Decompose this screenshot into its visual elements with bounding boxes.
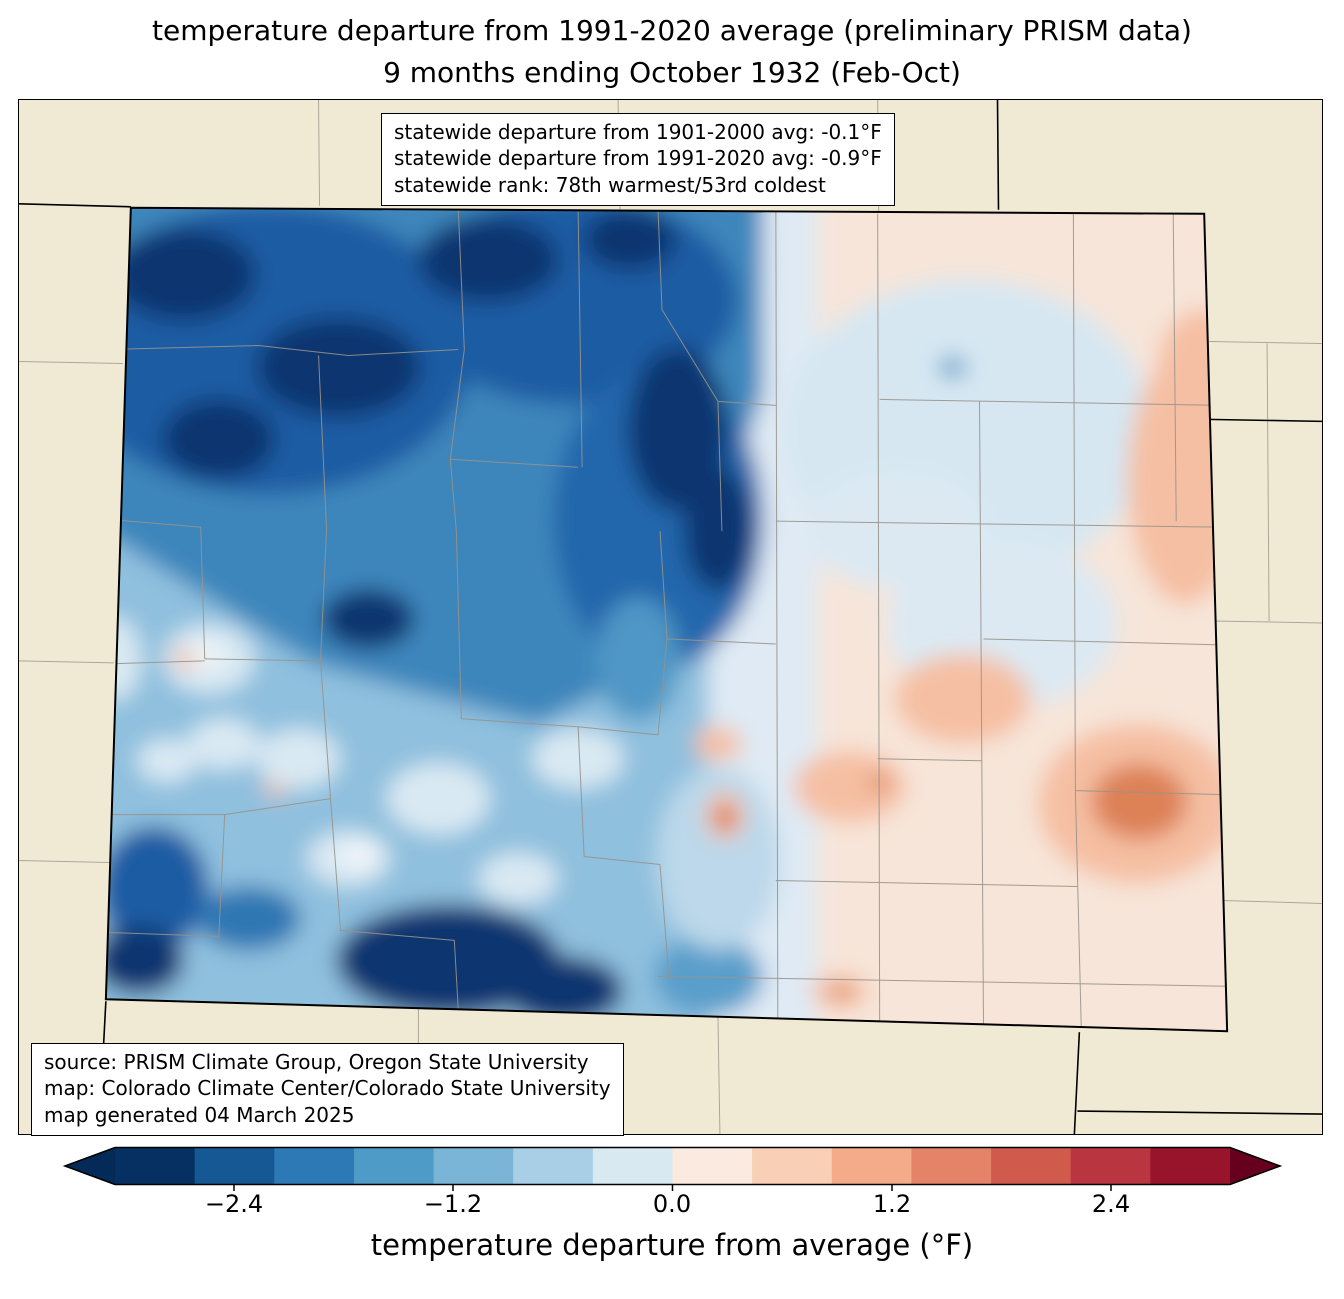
colorbar — [62, 1146, 1283, 1191]
colorado-map-svg — [19, 100, 1322, 1134]
stats-line-2: statewide departure from 1991-2020 avg: … — [394, 146, 882, 171]
colorbar-tick-label: −1.2 — [423, 1190, 483, 1218]
stats-box: statewide departure from 1901-2000 avg: … — [381, 113, 895, 207]
source-line-1: source: PRISM Climate Group, Oregon Stat… — [44, 1050, 589, 1074]
source-line-2: map: Colorado Climate Center/Colorado St… — [44, 1076, 611, 1101]
colorbar-left-arrow — [65, 1147, 115, 1185]
map-title: temperature departure from 1991-2020 ave… — [0, 10, 1344, 94]
colorbar-tick-label: −2.4 — [204, 1190, 264, 1218]
colorbar-outline — [62, 1146, 1283, 1186]
colorbar-tick-labels: −2.4 −1.2 0.0 1.2 2.4 — [0, 1190, 1344, 1220]
colorbar-right-arrow — [1230, 1147, 1280, 1185]
colorbar-segments — [115, 1147, 1231, 1185]
map-title-line2: 9 months ending October 1932 (Feb-Oct) — [383, 56, 961, 89]
stats-line-3: statewide rank: 78th warmest/53rd coldes… — [394, 172, 826, 197]
colorbar-tick-label: 2.4 — [1091, 1190, 1131, 1218]
colorbar-tick-label: 1.2 — [872, 1190, 912, 1218]
map-frame: statewide departure from 1901-2000 avg: … — [18, 99, 1323, 1137]
map-title-line1: temperature departure from 1991-2020 ave… — [152, 14, 1192, 47]
source-box: source: PRISM Climate Group, Oregon Stat… — [31, 1043, 624, 1137]
neighbor-state-borders — [19, 100, 1322, 1134]
stats-line-1: statewide departure from 1901-2000 avg: … — [394, 120, 882, 144]
colorbar-tick-label: 0.0 — [652, 1190, 692, 1218]
county-lines-layer — [105, 209, 1228, 1032]
source-line-3: map generated 04 March 2025 — [44, 1102, 355, 1127]
state-outline — [104, 206, 1229, 1033]
contour-fill-layer — [105, 207, 1228, 1032]
colorbar-tick-marks — [233, 1184, 1112, 1191]
colorbar-axis-label: temperature departure from average (°F) — [370, 1228, 974, 1262]
